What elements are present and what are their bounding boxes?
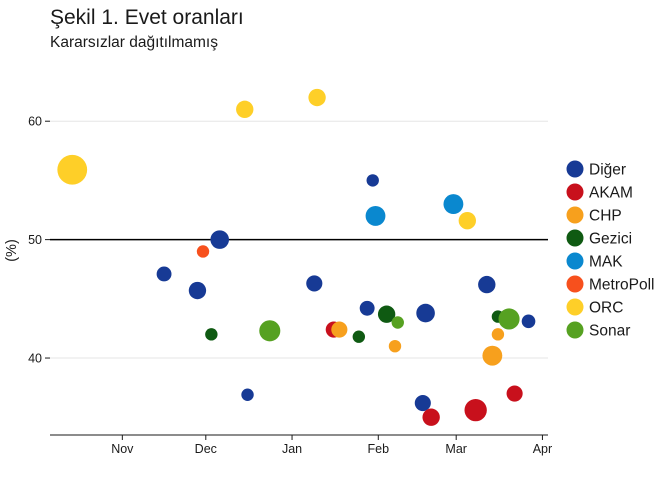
data-point: [388, 339, 402, 353]
legend-item: Diğer: [566, 160, 626, 179]
data-point: [352, 330, 366, 343]
x-tick-label-apr: Apr: [533, 442, 552, 456]
data-point: [359, 300, 375, 316]
legend-swatch: [566, 252, 584, 270]
data-point: [306, 275, 323, 292]
y-tick-label-40: 40: [28, 352, 42, 366]
legend-item: MetroPoll: [566, 275, 654, 294]
data-point: [366, 174, 379, 187]
legend-label: Sonar: [589, 323, 630, 340]
legend-swatch: [566, 160, 584, 178]
legend: Diğer AKAM CHP Gezici MAK MetroPoll ORC Sonar: [566, 160, 654, 340]
y-tick-label-50: 50: [28, 233, 42, 247]
series-orc: [57, 88, 476, 230]
series-mak: [365, 194, 464, 226]
data-point: [205, 328, 218, 341]
chart-title: Şekil 1. Evet oranları: [50, 6, 244, 29]
x-tick-label-nov: Nov: [111, 442, 134, 456]
data-point: [308, 88, 326, 107]
x-tick-label-mar: Mar: [445, 442, 467, 456]
legend-item: ORC: [566, 298, 623, 317]
legend-item: Gezici: [566, 229, 632, 248]
data-point: [416, 303, 435, 323]
series-di-er: [156, 174, 536, 412]
chart-subtitle: Kararsızlar dağıtılmamış: [50, 34, 218, 51]
data-point: [196, 245, 210, 258]
data-point: [236, 100, 254, 119]
plot-area: Nov Dec Jan Feb Mar Apr 40 50 60 (%): [4, 88, 552, 456]
legend-swatch: [566, 229, 584, 247]
data-point: [188, 281, 207, 300]
data-point: [414, 394, 431, 412]
data-point: [458, 211, 476, 230]
y-tick-label-60: 60: [28, 115, 42, 129]
data-points: [57, 88, 536, 426]
data-point: [331, 321, 348, 338]
x-tick-label-jan: Jan: [282, 442, 302, 456]
data-point: [443, 194, 464, 215]
x-axis-ticks: Nov Dec Jan Feb Mar Apr: [111, 435, 552, 456]
legend-swatch: [566, 206, 584, 224]
series-gezici: [205, 305, 505, 343]
chart-header: Şekil 1. Evet oranları Kararsızlar dağıt…: [50, 6, 244, 51]
data-point: [491, 328, 505, 341]
data-point: [506, 385, 523, 402]
data-point: [210, 230, 230, 249]
data-point: [422, 408, 440, 426]
legend-swatch: [566, 275, 584, 293]
legend-label: Diğer: [589, 162, 626, 179]
data-point: [464, 398, 487, 422]
data-point: [259, 320, 281, 342]
legend-swatch: [566, 183, 584, 201]
legend-item: Sonar: [566, 321, 630, 340]
legend-item: AKAM: [566, 183, 633, 202]
x-tick-label-feb: Feb: [368, 442, 390, 456]
data-point: [391, 316, 404, 329]
data-point: [521, 314, 536, 329]
y-axis-label: (%): [4, 239, 20, 262]
legend-swatch: [566, 321, 584, 339]
series-metropoll: [196, 245, 210, 258]
data-point: [482, 345, 503, 366]
data-point: [478, 275, 496, 294]
legend-label: MAK: [589, 254, 623, 271]
series-chp: [331, 321, 505, 366]
legend-label: Gezici: [589, 231, 632, 248]
legend-label: MetroPoll: [589, 277, 654, 294]
legend-swatch: [566, 298, 584, 316]
legend-label: ORC: [589, 300, 623, 317]
x-tick-label-dec: Dec: [195, 442, 217, 456]
data-point: [498, 308, 520, 330]
legend-label: CHP: [589, 208, 622, 225]
legend-item: MAK: [566, 252, 623, 271]
legend-label: AKAM: [589, 185, 633, 202]
data-point: [365, 206, 386, 226]
data-point: [241, 388, 254, 401]
data-point: [377, 305, 396, 323]
data-point: [156, 266, 172, 282]
legend-item: CHP: [566, 206, 622, 225]
y-axis-ticks: 40 50 60: [28, 115, 50, 366]
series-sonar: [259, 308, 520, 342]
data-point: [57, 154, 88, 185]
